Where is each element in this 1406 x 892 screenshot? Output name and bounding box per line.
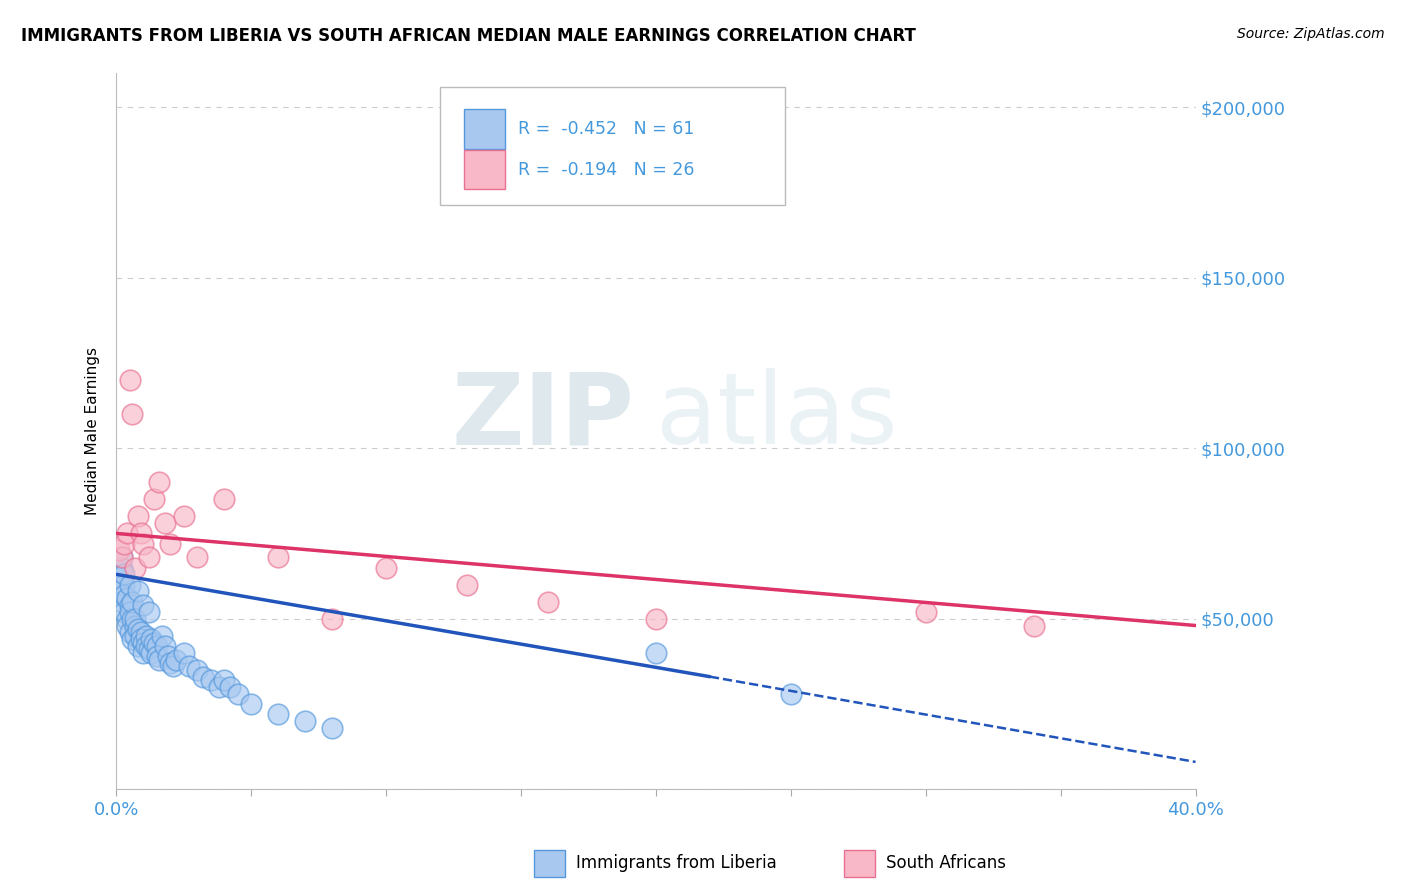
Point <box>218 680 240 694</box>
Point <box>121 612 143 626</box>
Point <box>124 629 146 643</box>
Point <box>914 605 936 619</box>
Point <box>145 649 167 664</box>
Point <box>159 656 181 670</box>
Point <box>208 680 231 694</box>
Point <box>138 642 160 657</box>
Text: Immigrants from Liberia: Immigrants from Liberia <box>576 855 778 872</box>
Point <box>150 629 173 643</box>
Text: IMMIGRANTS FROM LIBERIA VS SOUTH AFRICAN MEDIAN MALE EARNINGS CORRELATION CHART: IMMIGRANTS FROM LIBERIA VS SOUTH AFRICAN… <box>21 27 915 45</box>
Point <box>173 509 195 524</box>
Point <box>115 591 138 606</box>
Point <box>118 625 141 640</box>
Point <box>143 635 166 649</box>
Point <box>135 629 157 643</box>
Point <box>115 612 138 626</box>
Point <box>111 550 134 565</box>
Point <box>132 598 155 612</box>
Point <box>129 632 152 647</box>
Point <box>153 516 176 531</box>
Point <box>143 492 166 507</box>
Y-axis label: Median Male Earnings: Median Male Earnings <box>86 347 100 515</box>
Point <box>240 697 263 711</box>
Point <box>112 605 135 619</box>
Point <box>108 584 131 599</box>
Point <box>159 536 181 550</box>
Point <box>111 550 134 565</box>
Point <box>115 618 138 632</box>
Point <box>645 646 668 660</box>
Point <box>108 571 131 585</box>
Point <box>111 560 134 574</box>
Point <box>162 659 184 673</box>
Point <box>127 584 149 599</box>
Point <box>121 632 143 647</box>
Point <box>148 475 170 490</box>
Point <box>129 625 152 640</box>
Point <box>173 646 195 660</box>
Point <box>112 588 135 602</box>
Point <box>129 526 152 541</box>
Point <box>124 618 146 632</box>
Point <box>135 639 157 653</box>
Point <box>141 646 163 660</box>
Point <box>118 373 141 387</box>
Point <box>127 622 149 636</box>
Point <box>132 536 155 550</box>
Point <box>138 550 160 565</box>
Point <box>145 639 167 653</box>
Point <box>200 673 222 687</box>
Point <box>645 612 668 626</box>
FancyBboxPatch shape <box>464 109 505 149</box>
Text: South Africans: South Africans <box>886 855 1005 872</box>
Point <box>124 612 146 626</box>
Point <box>112 577 135 591</box>
Point <box>1022 618 1045 632</box>
Point <box>191 670 214 684</box>
Point <box>153 639 176 653</box>
Point <box>456 577 478 591</box>
Point <box>267 550 290 565</box>
Point <box>186 663 208 677</box>
Point <box>121 594 143 608</box>
Point <box>118 605 141 619</box>
Text: atlas: atlas <box>657 368 897 466</box>
Text: ZIP: ZIP <box>451 368 634 466</box>
Point <box>179 659 201 673</box>
Point <box>321 612 343 626</box>
Point <box>124 560 146 574</box>
Point <box>112 567 135 582</box>
Point <box>186 550 208 565</box>
Point <box>132 635 155 649</box>
Point <box>127 639 149 653</box>
Point <box>212 492 235 507</box>
Point <box>537 594 560 608</box>
Point <box>121 407 143 421</box>
Point <box>108 543 131 558</box>
Text: R =  -0.452   N = 61: R = -0.452 N = 61 <box>517 120 695 138</box>
Text: Source: ZipAtlas.com: Source: ZipAtlas.com <box>1237 27 1385 41</box>
Point <box>267 707 290 722</box>
Point <box>212 673 235 687</box>
Point <box>141 632 163 647</box>
Point <box>779 687 801 701</box>
Point <box>127 509 149 524</box>
Point <box>112 536 135 550</box>
Point <box>165 652 187 666</box>
Point <box>132 646 155 660</box>
FancyBboxPatch shape <box>464 150 505 189</box>
Point <box>321 721 343 735</box>
Point <box>118 598 141 612</box>
Text: R =  -0.194   N = 26: R = -0.194 N = 26 <box>517 161 695 178</box>
FancyBboxPatch shape <box>440 87 786 205</box>
Point <box>111 594 134 608</box>
Point <box>156 649 179 664</box>
Point <box>294 714 316 728</box>
Point <box>148 652 170 666</box>
Point <box>118 577 141 591</box>
Point <box>138 605 160 619</box>
Point <box>375 560 398 574</box>
Point <box>115 526 138 541</box>
Point <box>226 687 249 701</box>
